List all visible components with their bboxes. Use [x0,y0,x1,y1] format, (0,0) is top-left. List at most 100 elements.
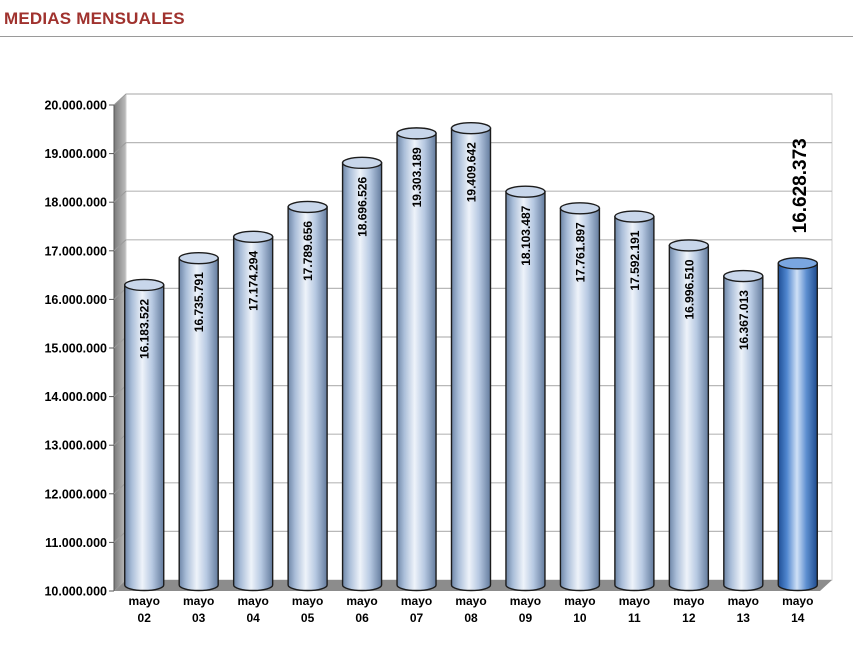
bar-top-cap [723,269,764,283]
bar [341,156,383,592]
bar-top-cap [668,239,710,252]
x-tick-label: 12 [682,611,696,625]
data-label: 17.789.656 [301,221,315,281]
y-tick-label: 14.000.000 [44,390,107,404]
x-tick-label: mayo [619,594,650,608]
gridline-side [113,336,127,349]
x-tick-label: mayo [129,594,160,608]
title-divider [0,36,853,37]
bar-top-cap [232,230,274,244]
x-tick-label: 05 [301,611,315,625]
bar-body [668,244,710,592]
gridline-side [113,482,127,495]
bar-top-cap [287,200,328,214]
x-tick-label: mayo [401,594,432,608]
data-label: 16.996.510 [682,259,696,319]
x-tick-label: mayo [183,594,214,608]
bar [124,278,165,592]
bar [559,202,601,592]
bar-body [124,284,165,592]
bar-top-cap [178,251,219,265]
bar-top-cap [124,278,165,292]
bar [287,200,328,592]
y-tick-label: 12.000.000 [44,487,107,501]
x-tick-label: 04 [246,611,260,625]
bar-body [450,127,492,592]
bar-top-cap [396,127,437,140]
data-label: 17.761.897 [573,222,587,282]
bar [178,251,219,592]
bar [396,127,437,592]
y-tick-label: 16.000.000 [44,293,107,307]
data-label: 19.303.189 [410,147,424,207]
x-tick-label: 08 [464,611,478,625]
x-tick-label: mayo [782,594,813,608]
bar-top-cap [777,257,818,270]
x-tick-label: 07 [410,611,424,625]
x-tick-label: 02 [138,611,152,625]
x-tick-label: 09 [519,611,533,625]
gridline-side [113,531,127,543]
bar-top-cap [341,156,383,170]
bar-body [396,132,437,592]
x-tick-label: 10 [573,611,587,625]
bar [450,121,492,592]
gridline-side [113,93,127,106]
bar [614,210,655,592]
x-tick-label: mayo [237,594,268,608]
bar-top-cap [559,202,601,215]
data-label: 16.628.373 [790,138,811,233]
x-tick-label: mayo [510,594,541,608]
bar-body [505,190,546,592]
bar-top-cap [450,121,492,135]
x-tick-label: 11 [628,611,641,625]
gridline-side [113,239,127,252]
bar-body [559,207,601,592]
x-tick-label: mayo [564,594,595,608]
bar-body [232,236,274,592]
y-tick-label: 15.000.000 [44,342,107,356]
x-tick-label: mayo [673,594,704,608]
x-tick-label: mayo [292,594,323,608]
y-tick-label: 11.000.000 [45,536,107,550]
data-label: 16.183.522 [138,299,152,359]
y-tick-label: 18.000.000 [44,196,107,210]
data-label: 16.735.791 [192,272,206,332]
data-label: 18.103.487 [519,205,533,265]
bar-body [287,206,328,592]
bar-body [777,262,818,592]
x-tick-label: mayo [346,594,377,608]
bar-body [341,162,383,592]
data-label: 18.696.526 [356,177,370,237]
bar [232,230,274,592]
bar-top-cap [614,210,655,223]
y-tick-label: 13.000.000 [44,439,107,453]
y-tick-label: 20.000.000 [44,99,107,113]
gridline-side [113,433,127,446]
page-title: MEDIAS MENSUALES [4,9,185,28]
bar-body [178,257,219,592]
gridline-side [113,142,127,154]
bar [723,269,764,592]
y-tick-label: 10.000.000 [44,585,107,599]
data-label: 19.409.642 [465,142,479,202]
bar-chart: 10.000.000 11.000.000 12.000.000 13.000.000… [44,93,833,625]
data-label: 16.367.013 [737,290,751,350]
x-tick-label: 13 [737,611,751,625]
x-tick-label: 03 [192,611,206,625]
data-label: 17.592.191 [628,230,642,290]
x-tick-label: 06 [355,611,369,625]
y-tick-label: 19.000.000 [44,147,107,161]
bar-body [614,215,655,592]
data-label: 17.174.294 [247,251,261,311]
gridline-side [113,190,127,203]
bar-top-cap [505,185,546,198]
bar [668,239,710,592]
bar [777,257,818,592]
x-tick-label: 14 [791,611,805,625]
bar-body [723,275,764,592]
x-tick-label: mayo [728,594,759,608]
y-tick-label: 17.000.000 [44,244,107,258]
gridline-side [113,288,127,300]
bar [505,185,546,592]
